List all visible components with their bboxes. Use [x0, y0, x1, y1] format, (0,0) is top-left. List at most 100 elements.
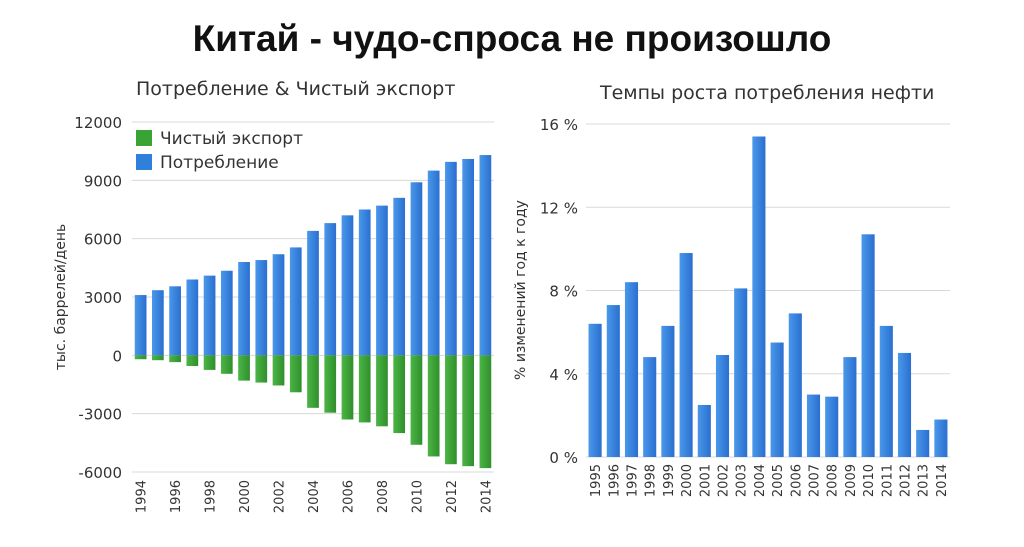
growth-bar	[770, 342, 784, 457]
net-export-bar	[376, 355, 388, 427]
consumption-bar	[376, 205, 388, 356]
net-export-bar	[307, 355, 319, 408]
right-x-tick-label: 1996	[607, 464, 622, 497]
net-export-bar	[427, 355, 440, 457]
right-x-tick-label: 2001	[698, 464, 713, 497]
left-x-tick-label: 2014	[479, 480, 494, 513]
left-y-tick-label: 9000	[84, 172, 122, 190]
left-x-tick-label: 2012	[445, 480, 460, 513]
left-x-tick-label: 1994	[135, 480, 150, 513]
right-x-tick-label: 2000	[680, 464, 695, 497]
left-chart: 12000 9000 6000 3000 0 -3000 -6000 тыс. барреле…	[53, 114, 494, 513]
right-chart: 16 % 12 % 8 % 4 % 0 % % изменений год к году 1…	[513, 116, 950, 497]
net-export-bar	[410, 355, 423, 445]
growth-bar	[897, 352, 912, 457]
right-x-tick-label: 2007	[808, 464, 823, 497]
consumption-bar	[134, 295, 147, 356]
net-export-bar	[324, 355, 337, 413]
net-export-bar	[255, 355, 268, 383]
growth-bar	[879, 325, 893, 457]
right-y-tick-label: 16 %	[540, 116, 578, 134]
net-export-bar	[203, 355, 216, 370]
consumption-bar	[203, 275, 216, 356]
net-export-bar	[134, 355, 147, 360]
left-x-tick-label: 2010	[410, 480, 425, 513]
consumption-bar	[220, 270, 233, 356]
growth-bar	[825, 396, 839, 457]
consumption-bar	[358, 209, 371, 356]
consumption-bar	[272, 254, 285, 356]
growth-bar	[643, 357, 657, 457]
legend-swatch-net-export	[136, 130, 152, 146]
left-y-tick-label: 0	[112, 347, 122, 365]
consumption-bar	[186, 279, 199, 356]
growth-bar	[843, 357, 857, 457]
right-x-tick-label: 2012	[899, 464, 914, 497]
left-x-tick-label: 2004	[307, 480, 322, 513]
consumption-bar	[410, 182, 423, 356]
net-export-bar	[220, 355, 233, 374]
right-x-tick-label: 2003	[735, 464, 750, 497]
consumption-bar	[169, 286, 181, 356]
left-y-tick-label: 3000	[84, 289, 122, 307]
growth-bar	[661, 325, 675, 457]
left-y-tick-label: 12000	[74, 114, 122, 132]
right-x-tick-label: 2006	[789, 464, 804, 497]
growth-bar	[861, 234, 875, 457]
right-y-tick-label: 4 %	[549, 366, 578, 384]
consumption-bar	[255, 260, 268, 356]
right-x-tick-label: 2010	[862, 464, 877, 497]
net-export-bar	[289, 355, 302, 393]
growth-bar	[606, 305, 620, 457]
left-x-tick-label: 2000	[238, 480, 253, 513]
growth-bar	[588, 323, 602, 457]
right-y-tick-label: 0 %	[549, 449, 578, 467]
right-x-tick-label: 2004	[753, 464, 768, 497]
left-chart-title: Потребление & Чистый экспорт	[136, 78, 456, 100]
net-export-bar	[358, 355, 371, 423]
right-x-tick-label: 2002	[717, 464, 732, 497]
right-x-tick-label: 2011	[880, 464, 895, 497]
right-y-tick-label: 8 %	[549, 283, 578, 301]
legend-label-net-export: Чистый экспорт	[160, 129, 303, 149]
growth-bar	[697, 404, 711, 457]
net-export-bar	[462, 355, 475, 467]
net-export-bar	[186, 355, 199, 367]
right-x-tick-label: 2013	[917, 464, 932, 497]
net-export-bar	[151, 355, 164, 361]
right-y-axis-label: % изменений год к году	[513, 200, 529, 380]
left-y-tick-label: -6000	[78, 464, 122, 482]
consumption-bar	[151, 290, 164, 356]
growth-bar	[934, 419, 948, 457]
consumption-bar	[324, 223, 337, 356]
net-export-bar	[169, 355, 181, 363]
right-x-tick-label: 1997	[626, 464, 641, 497]
left-x-tick-label: 1996	[169, 480, 184, 513]
net-export-bar	[272, 355, 285, 386]
growth-bar	[715, 355, 730, 457]
consumption-bar	[238, 262, 250, 356]
left-x-tick-label: 1998	[204, 480, 219, 513]
consumption-bar	[479, 155, 492, 356]
right-x-tick-label: 2008	[826, 464, 841, 497]
legend-label-consumption: Потребление	[160, 153, 279, 173]
main-title: Китай - чудо-спроса не произошло	[192, 18, 832, 59]
left-x-tick-label: 2008	[376, 480, 391, 513]
growth-bar	[916, 429, 930, 457]
net-export-bar	[479, 355, 492, 469]
net-export-bar	[393, 355, 406, 434]
right-x-tick-label: 2014	[935, 464, 950, 497]
legend-swatch-consumption	[136, 154, 152, 170]
right-x-tick-label: 1998	[644, 464, 659, 497]
growth-bar	[806, 394, 821, 457]
right-x-tick-label: 2009	[844, 464, 859, 497]
right-x-tick-label: 1995	[589, 464, 604, 497]
left-y-axis-label: тыс. баррелей/день	[53, 224, 69, 370]
consumption-bar	[307, 230, 319, 356]
growth-bar	[788, 313, 802, 457]
right-x-tick-label: 2005	[771, 464, 786, 497]
consumption-bar	[289, 247, 302, 356]
left-y-tick-label: -3000	[78, 406, 122, 424]
growth-bar	[734, 288, 748, 457]
